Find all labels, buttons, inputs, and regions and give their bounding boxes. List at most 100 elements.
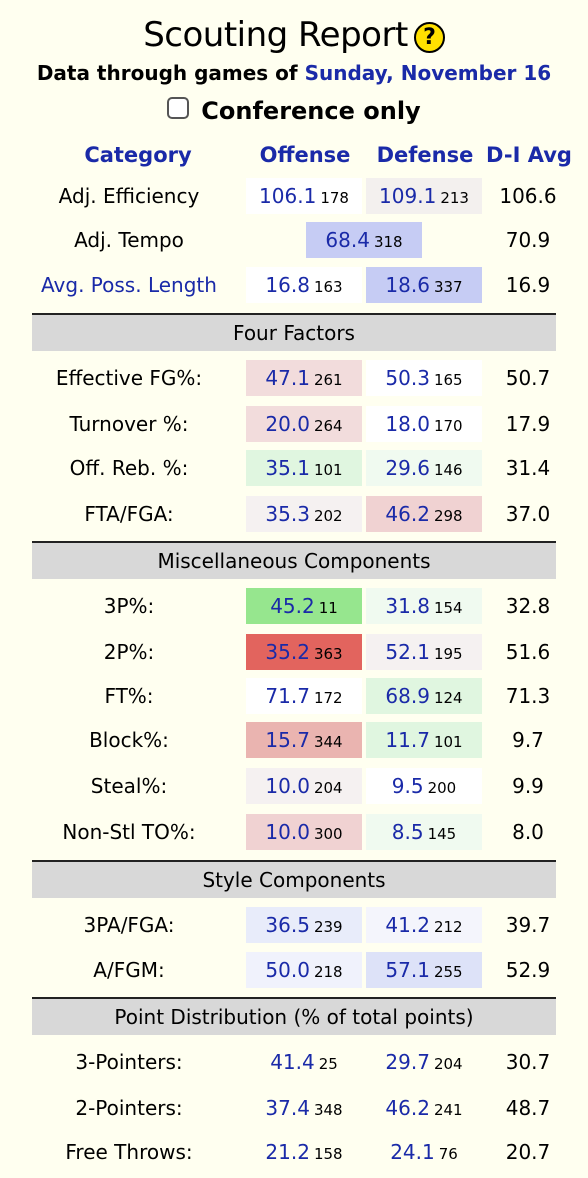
defense-cell: 29.7 204 — [366, 1044, 482, 1080]
row-label: 2-Pointers: — [75, 1096, 183, 1120]
d1-avg-cell: 71.3 — [505, 684, 551, 708]
defense-cell: 46.2 241 — [366, 1090, 482, 1126]
row-label[interactable]: Avg. Poss. Length — [41, 273, 217, 297]
column-header-defense[interactable]: Defense — [376, 143, 474, 167]
defense-cell: 57.1 255 — [366, 952, 482, 988]
defense-cell-value[interactable]: 50.3 — [385, 366, 430, 390]
offense-cell-value[interactable]: 35.1 — [265, 456, 310, 480]
table-row: Non-Stl TO%: 10.0 300 8.5 145 8.0 — [0, 812, 588, 852]
tempo-cell-value[interactable]: 68.4 — [325, 228, 370, 252]
defense-cell-value[interactable]: 29.7 — [385, 1050, 430, 1074]
tempo-cell: 68.4 318 — [306, 222, 422, 258]
defense-cell-rank: 124 — [433, 689, 463, 707]
table-row: Effective FG%: 47.1 261 50.3 165 50.7 — [0, 358, 588, 398]
offense-cell-value[interactable]: 47.1 — [265, 366, 310, 390]
offense-cell-value[interactable]: 45.2 — [270, 594, 315, 618]
offense-cell-value[interactable]: 106.1 — [259, 184, 317, 208]
section-header: Style Components — [32, 860, 556, 898]
table-row: 2-Pointers: 37.4 348 46.2 241 48.7 — [0, 1088, 588, 1128]
offense-cell-value[interactable]: 37.4 — [265, 1096, 310, 1120]
table-row: Free Throws: 21.2 158 24.1 76 20.7 — [0, 1132, 588, 1172]
page-title-text: Scouting Report — [143, 15, 408, 55]
d1-avg-cell: 70.9 — [505, 228, 551, 252]
offense-cell-value[interactable]: 10.0 — [265, 820, 310, 844]
offense-cell: 50.0 218 — [246, 952, 362, 988]
conference-only-checkbox[interactable] — [167, 97, 190, 119]
offense-cell-rank: 163 — [313, 278, 343, 296]
offense-cell-value[interactable]: 35.3 — [265, 502, 310, 526]
table-row: Avg. Poss. Length 16.8 163 18.6 337 16.9 — [0, 265, 588, 305]
table-row: A/FGM: 50.0 218 57.1 255 52.9 — [0, 950, 588, 990]
table-row: Adj. Tempo 68.4 318 70.9 — [0, 220, 588, 260]
offense-cell-rank: 218 — [313, 963, 343, 981]
defense-cell-value[interactable]: 46.2 — [385, 502, 430, 526]
column-header-category[interactable]: Category — [84, 143, 192, 167]
defense-cell: 31.8 154 — [366, 588, 482, 624]
d1-avg-cell: 39.7 — [505, 913, 551, 937]
offense-cell-rank: 101 — [313, 461, 343, 479]
section-header: Miscellaneous Components — [32, 541, 556, 579]
data-date-line: Data through games of Sunday, November 1… — [0, 60, 588, 86]
defense-cell-value[interactable]: 11.7 — [385, 728, 430, 752]
offense-cell-rank: 178 — [320, 189, 349, 207]
row-label: FTA/FGA: — [84, 502, 174, 526]
defense-cell: 109.1 213 — [366, 178, 482, 214]
defense-cell-value[interactable]: 18.0 — [385, 412, 430, 436]
table-row: Steal%: 10.0 204 9.5 200 9.9 — [0, 766, 588, 806]
table-row: Turnover %: 20.0 264 18.0 170 17.9 — [0, 404, 588, 444]
offense-cell-value[interactable]: 16.8 — [265, 273, 310, 297]
offense-cell: 21.2 158 — [246, 1134, 362, 1170]
defense-cell-value[interactable]: 9.5 — [391, 774, 424, 798]
d1-avg-cell: 48.7 — [505, 1096, 551, 1120]
defense-cell: 11.7 101 — [366, 722, 482, 758]
row-label: Effective FG%: — [55, 366, 203, 390]
row-label: Free Throws: — [65, 1140, 193, 1164]
data-date-prefix: Data through games of — [36, 61, 298, 85]
defense-cell: 18.6 337 — [366, 267, 482, 303]
d1-avg-cell: 51.6 — [505, 640, 551, 664]
table-row: 3PA/FGA: 36.5 239 41.2 212 39.7 — [0, 905, 588, 945]
table-row: Adj. Efficiency 106.1 178 109.1 213 106.6 — [0, 176, 588, 216]
offense-cell: 35.3 202 — [246, 496, 362, 532]
defense-cell-value[interactable]: 8.5 — [391, 820, 424, 844]
column-header-d1-avg[interactable]: D-I Avg — [486, 143, 572, 167]
row-label: 3P%: — [103, 594, 155, 618]
offense-cell-value[interactable]: 21.2 — [265, 1140, 310, 1164]
offense-cell-value[interactable]: 10.0 — [265, 774, 310, 798]
help-icon[interactable]: ? — [413, 22, 445, 53]
row-label: Adj. Efficiency — [58, 184, 200, 208]
defense-cell-value[interactable]: 41.2 — [385, 913, 430, 937]
conference-only-toggle[interactable]: Conference only — [0, 96, 588, 126]
defense-cell-value[interactable]: 52.1 — [385, 640, 430, 664]
defense-cell-value[interactable]: 31.8 — [385, 594, 430, 618]
defense-cell-rank: 145 — [427, 825, 457, 843]
defense-cell-value[interactable]: 109.1 — [379, 184, 437, 208]
defense-cell-value[interactable]: 18.6 — [385, 273, 430, 297]
offense-cell-value[interactable]: 35.2 — [265, 640, 310, 664]
offense-cell-value[interactable]: 15.7 — [265, 728, 310, 752]
defense-cell-value[interactable]: 24.1 — [390, 1140, 435, 1164]
offense-cell-rank: 300 — [313, 825, 343, 843]
offense-cell-value[interactable]: 20.0 — [265, 412, 310, 436]
offense-cell-value[interactable]: 36.5 — [265, 913, 310, 937]
column-header-offense[interactable]: Offense — [259, 143, 351, 167]
offense-cell-value[interactable]: 41.4 — [270, 1050, 315, 1074]
offense-cell-value[interactable]: 50.0 — [265, 958, 310, 982]
offense-cell: 35.2 363 — [246, 634, 362, 670]
offense-cell: 36.5 239 — [246, 907, 362, 943]
data-date-link[interactable]: Sunday, November 16 — [304, 61, 552, 85]
offense-cell: 45.2 11 — [246, 588, 362, 624]
defense-cell-value[interactable]: 57.1 — [385, 958, 430, 982]
defense-cell-value[interactable]: 46.2 — [385, 1096, 430, 1120]
defense-cell-value[interactable]: 29.6 — [385, 456, 430, 480]
page-title: Scouting Report? — [0, 14, 588, 56]
defense-cell: 50.3 165 — [366, 360, 482, 396]
defense-cell-value[interactable]: 68.9 — [385, 684, 430, 708]
table-row: 3-Pointers: 41.4 25 29.7 204 30.7 — [0, 1042, 588, 1082]
offense-cell-rank: 158 — [313, 1145, 343, 1163]
defense-cell: 68.9 124 — [366, 678, 482, 714]
defense-cell: 9.5 200 — [366, 768, 482, 804]
defense-cell: 18.0 170 — [366, 406, 482, 442]
offense-cell-value[interactable]: 71.7 — [265, 684, 310, 708]
offense-cell: 10.0 300 — [246, 814, 362, 850]
